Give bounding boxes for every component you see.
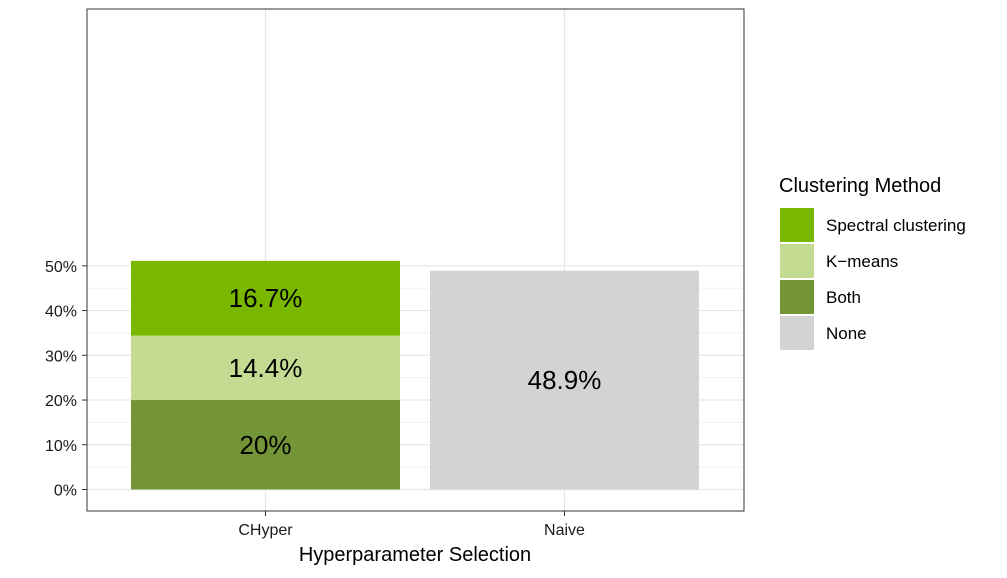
y-tick-label: 30% bbox=[45, 348, 77, 365]
legend-item: None bbox=[780, 316, 867, 350]
legend-label: Spectral clustering bbox=[826, 216, 966, 235]
legend-key-swatch bbox=[780, 208, 814, 242]
bar-labels-layer: 20% 14.4% 16.7% 48.9% bbox=[229, 283, 602, 460]
bar-value-label: 16.7% bbox=[229, 283, 303, 313]
legend-item: Spectral clustering bbox=[780, 208, 966, 242]
legend-key-swatch bbox=[780, 244, 814, 278]
y-tick-label: 50% bbox=[45, 259, 77, 276]
bar-segment-none-naive bbox=[430, 270, 699, 490]
plot-panel-border bbox=[86, 8, 745, 512]
bar-value-label: 20% bbox=[239, 430, 291, 460]
bar-segment-k-means-chyper bbox=[131, 335, 400, 401]
bar-segment-both-chyper bbox=[131, 400, 400, 490]
bar-value-label: 14.4% bbox=[229, 353, 303, 383]
legend-item: K−means bbox=[780, 244, 898, 278]
legend: Clustering Method Spectral clustering K−me… bbox=[779, 175, 966, 350]
x-axis: CHyper Naive bbox=[238, 511, 585, 539]
y-axis: 0% 10% 20% 30% 40% 50% bbox=[45, 259, 87, 500]
legend-item: Both bbox=[780, 280, 861, 314]
bar-segment-spectral-clustering-chyper bbox=[131, 260, 400, 336]
y-tick-label: 0% bbox=[54, 483, 77, 500]
legend-label: None bbox=[826, 324, 867, 343]
y-tick-label: 20% bbox=[45, 393, 77, 410]
legend-label: K−means bbox=[826, 252, 898, 271]
x-axis-title: Hyperparameter Selection bbox=[299, 544, 531, 566]
bar-value-label: 48.9% bbox=[528, 365, 602, 395]
y-tick-label: 10% bbox=[45, 438, 77, 455]
legend-title: Clustering Method bbox=[779, 175, 941, 197]
legend-label: Both bbox=[826, 288, 861, 307]
legend-key-swatch bbox=[780, 316, 814, 350]
y-tick-label: 40% bbox=[45, 304, 77, 321]
bars-layer bbox=[131, 260, 699, 490]
legend-key-swatch bbox=[780, 280, 814, 314]
x-tick-label: Naive bbox=[544, 522, 585, 539]
x-tick-label: CHyper bbox=[238, 522, 293, 539]
